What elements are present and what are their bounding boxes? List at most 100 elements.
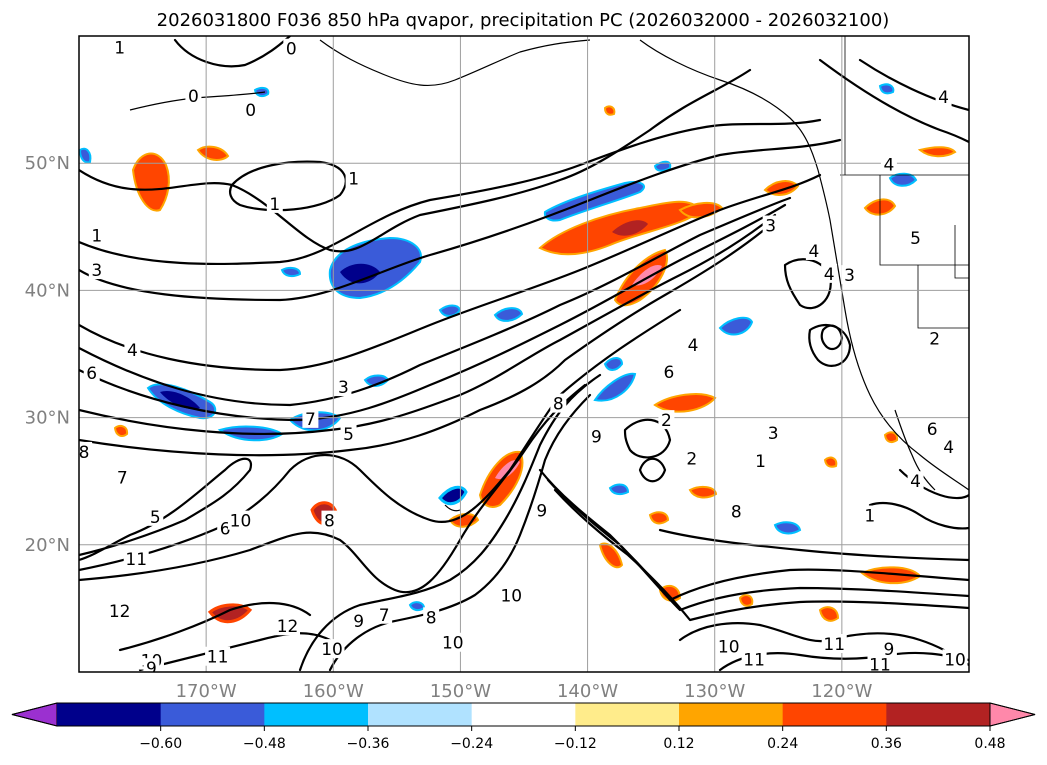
colorbar-tick-label: −0.36 [347,736,390,752]
contour-label-bg [124,340,141,360]
colorbar-tick-label: 0.12 [663,736,694,752]
contour-label-bg [283,38,300,58]
lon-tick-label: 120°W [811,681,872,702]
contour-label-bg [143,658,160,672]
contour-label: 4 [910,472,921,492]
contour-label-bg [266,193,283,213]
colorbar-segment [782,703,887,726]
contour-label: 3 [338,378,349,398]
contour-label-bg [867,654,893,672]
contour-label: 10 [321,640,343,660]
contour-label-bg [423,607,440,627]
contour-label-bg [765,422,782,442]
lat-tick-label: 20°N [25,535,70,556]
contour-label-bg [907,228,924,248]
contour-label: 9 [883,640,894,660]
contour-label-bg [302,408,319,428]
contour-label-bg [741,649,767,669]
contour-label-bg [728,501,745,521]
contour-label: 4 [824,265,835,285]
contour-label-bg [907,471,924,491]
contour-label: 8 [426,608,437,628]
contour-label-bg [275,616,301,636]
contour-label-bg [821,263,838,283]
contour-label-bg [335,377,352,397]
contour-label: 9 [536,501,547,521]
contour-label: 4 [938,88,949,108]
colorbar-tick-label: −0.24 [450,736,493,752]
colorbar-tick-label: 0.36 [871,736,902,752]
colorbar-tick-label: −0.60 [139,736,182,752]
contour-label: 8 [731,503,742,523]
contour-label-bg [942,649,968,669]
contour-label-bg [841,265,858,285]
contour-label-bg [935,87,952,107]
contour-labels: 1000111346357785610111289781010121011109… [79,37,968,675]
colorbar-segment [679,703,784,726]
contour-label-bg [550,393,567,413]
contour-label: 0 [286,40,297,60]
contour-label-bg [924,419,941,439]
colorbar-segment [575,703,680,726]
contour-label-bg [350,611,367,631]
contour-label-bg [880,154,897,174]
contour-label: 5 [343,425,354,445]
contour-label: 11 [869,655,891,675]
contour-label: 12 [109,602,131,622]
contour-label-bg [107,600,133,620]
contour-label: 8 [553,395,564,415]
colorbar-segment [264,703,369,726]
grid-lines [79,36,969,672]
contour-label-bg [88,260,105,280]
contour-label-bg [345,168,362,188]
contour-label: 12 [277,617,299,637]
contour-label: 7 [117,468,128,488]
contour-label-bg [683,448,700,468]
colorbar-segment [160,703,265,726]
contour-label: 1 [348,169,359,189]
contour-label: 6 [664,363,675,383]
contour-label-bg [111,37,128,57]
contour-label-bg [440,632,466,652]
contour-label-bg [716,636,742,656]
contour-label: 3 [768,424,779,444]
colorbar-segment [57,703,162,726]
contour-label: 11 [207,648,229,668]
contour-label: 1 [114,38,125,58]
contour-label: 3 [844,266,855,286]
colorbar-tick-label: −0.12 [554,736,597,752]
contour-label: 2 [661,411,672,431]
contour-label-bg [660,361,677,381]
contour-label: 3 [91,261,102,281]
colorbar-outline [11,702,1036,727]
chart-title: 2026031800 F036 850 hPa qvapor, precipit… [157,10,890,31]
contour-label: 8 [324,512,335,532]
contour-label: 5 [910,229,921,249]
lat-tick-label: 30°N [25,408,70,429]
contour-label-bg [926,328,943,348]
colorbar-segment [886,703,991,726]
contour-label: 4 [808,242,819,262]
contour-label-bg [205,646,231,666]
contour-label: 5 [150,508,161,528]
colorbar-tick-label: 0.48 [974,736,1005,752]
contour-label-bg [147,506,164,526]
contour-label-bg [376,604,393,624]
contour-label: 6 [220,519,231,539]
contour-label: 0 [188,87,199,107]
contour-label-bg [752,450,769,470]
contour-label: 7 [305,410,316,430]
colorbar: −0.60 −0.48 −0.36 −0.24 −0.12 0.12 0.24 0.36 0.4… [11,702,1036,752]
contour-label-bg [880,639,897,659]
colorbar-extend-max [989,702,1036,727]
contour-label-bg [340,424,357,444]
contour-label: 4 [943,438,954,458]
lon-tick-label: 150°W [430,681,491,702]
contour-label: 9 [591,428,602,448]
contour-label-bg [498,585,524,605]
contour-label-bg [242,99,259,119]
contour-label: 1 [91,227,102,247]
map-frame [78,35,970,673]
contour-label-bg [685,335,702,355]
